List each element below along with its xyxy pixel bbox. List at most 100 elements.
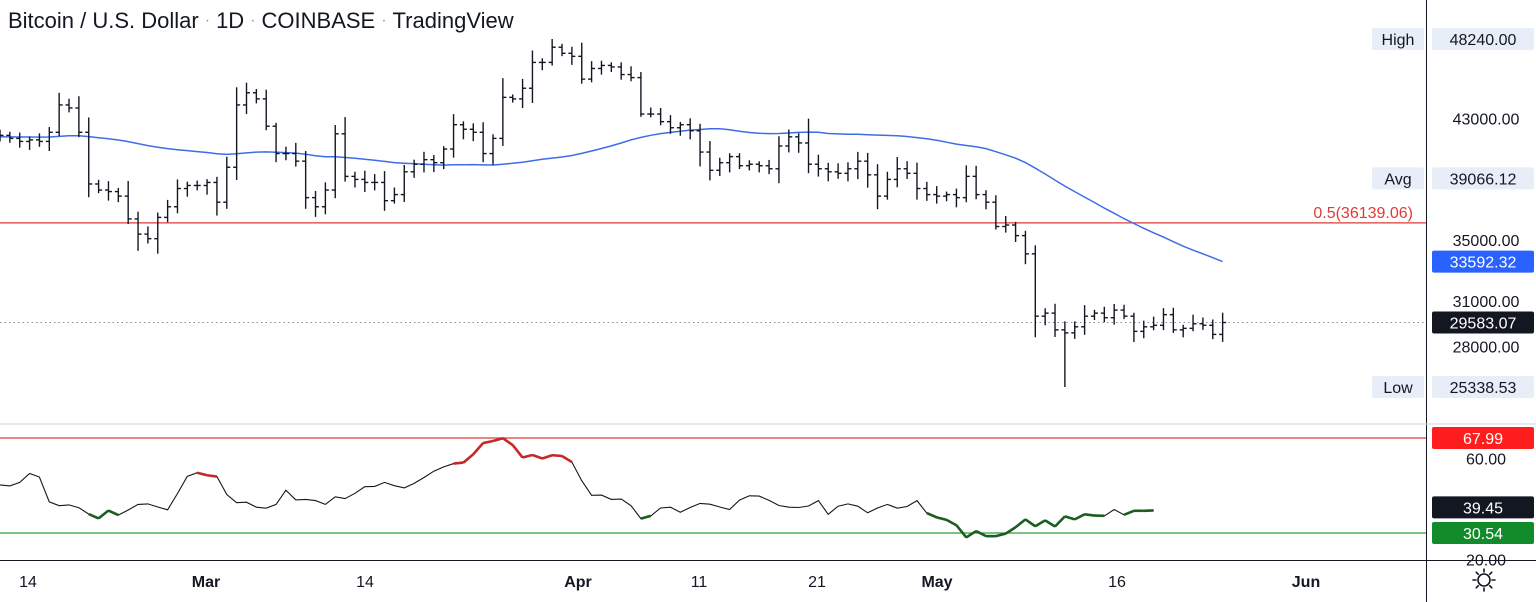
ohlc-bar bbox=[834, 163, 842, 179]
rsi-highlight bbox=[206, 473, 218, 478]
time-tick-label: 16 bbox=[1108, 574, 1126, 591]
ohlc-bar bbox=[104, 181, 112, 201]
ohlc-bar bbox=[637, 72, 645, 117]
svg-text:39066.12: 39066.12 bbox=[1450, 171, 1517, 188]
ohlc-bar bbox=[302, 150, 310, 209]
rsi-highlight bbox=[926, 511, 938, 519]
rsi-upper-badge: 67.99 bbox=[1432, 427, 1534, 449]
ohlc-bar bbox=[509, 94, 517, 103]
ohlc-bar bbox=[716, 157, 724, 177]
ohlc-bar bbox=[282, 146, 290, 161]
ohlc-bar bbox=[341, 117, 349, 182]
rsi-highlight bbox=[945, 518, 958, 527]
exchange-label: COINBASE bbox=[261, 8, 376, 33]
ohlc-bar bbox=[1090, 309, 1098, 321]
ohlc-bar bbox=[903, 161, 911, 179]
rsi-highlight bbox=[552, 453, 563, 458]
price-bars bbox=[0, 39, 1227, 387]
ohlc-bar bbox=[992, 195, 1000, 230]
low-label: Low bbox=[1372, 376, 1424, 398]
chart-title: Bitcoin / U.S. Dollar · 1D · COINBASE · Tradin… bbox=[8, 8, 514, 33]
ohlc-bar bbox=[262, 89, 270, 131]
brand-label: TradingView bbox=[392, 8, 514, 33]
ohlc-bar bbox=[647, 107, 655, 118]
avg-label: Avg bbox=[1372, 167, 1424, 190]
ohlc-bar bbox=[627, 66, 635, 82]
ohlc-bar bbox=[607, 62, 615, 73]
rsi-highlight bbox=[975, 529, 987, 538]
gear-icon[interactable] bbox=[1471, 567, 1497, 593]
ohlc-bar bbox=[893, 157, 901, 188]
ohlc-bar bbox=[55, 92, 63, 137]
ohlc-bar bbox=[962, 165, 970, 203]
rsi-value-badge: 39.45 bbox=[1432, 496, 1534, 519]
ohlc-bar bbox=[173, 179, 181, 214]
ohlc-bar bbox=[745, 160, 753, 171]
ohlc-bar bbox=[381, 171, 389, 211]
ohlc-bar bbox=[686, 118, 694, 140]
rsi-highlight bbox=[531, 453, 543, 460]
ohlc-bar bbox=[312, 191, 320, 217]
ohlc-bar bbox=[390, 187, 398, 204]
svg-text:Low: Low bbox=[1383, 380, 1413, 397]
rsi-highlight bbox=[1005, 526, 1017, 535]
ohlc-bar bbox=[1199, 317, 1207, 330]
ohlc-bar bbox=[519, 78, 527, 109]
ohlc-bar bbox=[952, 188, 960, 208]
ohlc-bar bbox=[361, 170, 369, 192]
ohlc-bar bbox=[479, 122, 487, 163]
ohlc-bar bbox=[597, 60, 605, 75]
price-tick-label: 31000.00 bbox=[1453, 294, 1520, 311]
rsi-highlight bbox=[1084, 513, 1095, 517]
ohlc-bar bbox=[1189, 314, 1197, 332]
svg-text:48240.00: 48240.00 bbox=[1450, 32, 1517, 49]
ohlc-bar bbox=[95, 179, 103, 194]
ohlc-bar bbox=[193, 180, 201, 191]
price-tick-label: 28000.00 bbox=[1453, 340, 1520, 357]
rsi-highlight bbox=[1123, 509, 1135, 517]
ohlc-bar bbox=[183, 181, 191, 197]
ohlc-bar bbox=[1110, 303, 1118, 325]
rsi-highlight bbox=[541, 453, 553, 460]
symbol-name[interactable]: Bitcoin / U.S. Dollar bbox=[8, 8, 199, 33]
interval-label[interactable]: 1D bbox=[216, 8, 245, 33]
ohlc-bar bbox=[223, 156, 231, 209]
svg-text:67.99: 67.99 bbox=[1463, 431, 1503, 448]
ohlc-bar bbox=[450, 114, 458, 158]
svg-text:Avg: Avg bbox=[1384, 171, 1411, 188]
ma-line bbox=[0, 127, 1223, 263]
ohlc-bar bbox=[75, 96, 83, 138]
ohlc-bar bbox=[16, 132, 24, 148]
ohlc-bar bbox=[164, 199, 172, 223]
ohlc-bar bbox=[1169, 307, 1177, 333]
ohlc-bar bbox=[154, 212, 162, 254]
last-price-badge: 29583.07 bbox=[1432, 311, 1534, 334]
ohlc-bar bbox=[657, 107, 665, 126]
ohlc-bar bbox=[0, 129, 4, 142]
ohlc-bar bbox=[913, 162, 921, 200]
ohlc-bar bbox=[124, 181, 132, 225]
svg-text:39.45: 39.45 bbox=[1463, 500, 1503, 517]
time-tick-label: Mar bbox=[192, 574, 220, 591]
ohlc-bar bbox=[854, 151, 862, 180]
svg-text:High: High bbox=[1382, 32, 1415, 49]
time-tick-label: May bbox=[921, 574, 952, 591]
ohlc-bar bbox=[272, 122, 280, 163]
high-label: High bbox=[1372, 28, 1424, 50]
ohlc-bar bbox=[666, 115, 674, 134]
rsi-highlight bbox=[88, 512, 100, 520]
rsi-highlight bbox=[196, 471, 208, 477]
ohlc-bar bbox=[430, 155, 438, 173]
time-tick-label: 21 bbox=[808, 574, 826, 591]
price-tick-label: 35000.00 bbox=[1453, 233, 1520, 250]
ohlc-bar bbox=[420, 151, 428, 173]
ohlc-bar bbox=[1120, 304, 1128, 320]
rsi-highlight bbox=[453, 461, 464, 465]
ohlc-bar bbox=[252, 88, 260, 104]
rsi-highlight bbox=[1054, 515, 1066, 528]
ohlc-bar bbox=[943, 191, 951, 202]
ohlc-bar bbox=[26, 136, 34, 150]
time-tick-label: Jun bbox=[1292, 574, 1320, 591]
